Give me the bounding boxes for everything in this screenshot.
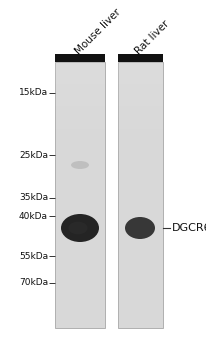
Bar: [117, 73, 162, 84]
Bar: [117, 117, 162, 128]
Bar: [55, 128, 104, 140]
Bar: [55, 106, 104, 117]
Text: 35kDa: 35kDa: [19, 193, 48, 202]
Bar: [117, 150, 162, 162]
Bar: [55, 62, 104, 73]
Text: 15kDa: 15kDa: [19, 88, 48, 97]
Bar: [55, 84, 104, 95]
Bar: [117, 62, 162, 73]
Bar: [55, 95, 104, 106]
Text: Rat liver: Rat liver: [132, 18, 170, 56]
Bar: [55, 184, 104, 195]
Ellipse shape: [68, 222, 87, 234]
Bar: [55, 117, 104, 128]
Bar: [117, 173, 162, 184]
Text: 55kDa: 55kDa: [19, 252, 48, 261]
Text: 70kDa: 70kDa: [19, 278, 48, 287]
Bar: [117, 184, 162, 195]
Bar: [117, 106, 162, 117]
Bar: [117, 128, 162, 140]
Bar: [55, 73, 104, 84]
Bar: [117, 84, 162, 95]
Bar: [55, 140, 104, 150]
Bar: [55, 54, 104, 62]
Bar: [55, 162, 104, 173]
Bar: [117, 140, 162, 150]
Bar: [55, 150, 104, 162]
Bar: [117, 62, 162, 328]
Ellipse shape: [124, 217, 154, 239]
Ellipse shape: [61, 214, 98, 242]
Bar: [117, 162, 162, 173]
Bar: [55, 62, 104, 328]
Bar: [55, 173, 104, 184]
Text: 40kDa: 40kDa: [19, 212, 48, 221]
Text: Mouse liver: Mouse liver: [73, 7, 122, 56]
Bar: [117, 54, 162, 62]
Bar: [117, 95, 162, 106]
Text: 25kDa: 25kDa: [19, 150, 48, 160]
Text: DGCR6L: DGCR6L: [171, 223, 206, 233]
Ellipse shape: [71, 161, 89, 169]
